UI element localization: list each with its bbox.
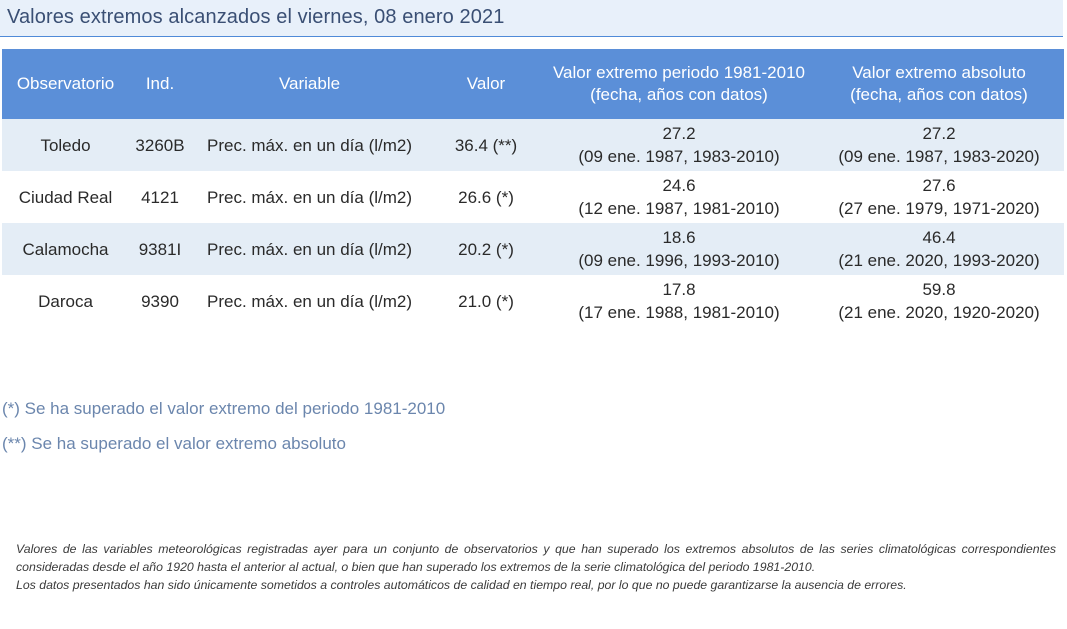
cell-observatorio: Daroca [2,275,129,327]
cell-observatorio: Ciudad Real [2,171,129,223]
cell-periodo-detalle: (17 ene. 1988, 1981-2010) [578,303,780,322]
cell-periodo: 24.6 (12 ene. 1987, 1981-2010) [544,171,814,223]
header-periodo-line1: Valor extremo periodo 1981-2010 [552,63,805,82]
cell-variable: Prec. máx. en un día (l/m2) [191,171,428,223]
title-bar: Valores extremos alcanzados el viernes, … [0,0,1063,37]
header-absoluto-line2: (fecha, años con datos) [850,85,1028,104]
header-ind: Ind. [129,49,191,119]
header-observatorio: Observatorio [2,49,129,119]
footer-disclaimer: Valores de las variables meteorológicas … [16,540,1056,594]
page-title: Valores extremos alcanzados el viernes, … [7,6,505,28]
cell-ind: 3260B [129,119,191,171]
cell-ind: 9381I [129,223,191,275]
cell-periodo-valor: 24.6 [662,176,696,195]
table-row: Toledo 3260B Prec. máx. en un día (l/m2)… [2,119,1064,171]
cell-variable: Prec. máx. en un día (l/m2) [191,223,428,275]
header-valor: Valor [428,49,544,119]
cell-periodo-detalle: (12 ene. 1987, 1981-2010) [578,199,780,218]
note-double-asterisk: (**) Se ha superado el valor extremo abs… [2,434,346,453]
cell-absoluto-valor: 27.6 [922,176,956,195]
cell-variable: Prec. máx. en un día (l/m2) [191,119,428,171]
table-row: Daroca 9390 Prec. máx. en un día (l/m2) … [2,275,1064,327]
cell-periodo-valor: 27.2 [662,124,696,143]
cell-absoluto-valor: 59.8 [922,280,956,299]
cell-absoluto: 46.4 (21 ene. 2020, 1993-2020) [814,223,1064,275]
cell-absoluto: 59.8 (21 ene. 2020, 1920-2020) [814,275,1064,327]
cell-periodo: 18.6 (09 ene. 1996, 1993-2010) [544,223,814,275]
cell-absoluto-valor: 27.2 [922,124,956,143]
cell-periodo-valor: 17.8 [662,280,696,299]
cell-periodo: 27.2 (09 ene. 1987, 1983-2010) [544,119,814,171]
cell-absoluto: 27.6 (27 ene. 1979, 1971-2020) [814,171,1064,223]
header-periodo: Valor extremo periodo 1981-2010 (fecha, … [544,49,814,119]
cell-observatorio: Toledo [2,119,129,171]
cell-absoluto: 27.2 (09 ene. 1987, 1983-2020) [814,119,1064,171]
cell-valor: 20.2 (*) [428,223,544,275]
cell-periodo: 17.8 (17 ene. 1988, 1981-2010) [544,275,814,327]
cell-absoluto-detalle: (21 ene. 2020, 1993-2020) [838,251,1040,270]
cell-variable: Prec. máx. en un día (l/m2) [191,275,428,327]
cell-absoluto-valor: 46.4 [922,228,956,247]
cell-absoluto-detalle: (09 ene. 1987, 1983-2020) [838,147,1040,166]
header-absoluto-line1: Valor extremo absoluto [852,63,1026,82]
table-header-row: Observatorio Ind. Variable Valor Valor e… [2,49,1064,119]
table-row: Ciudad Real 4121 Prec. máx. en un día (l… [2,171,1064,223]
extremes-table: Observatorio Ind. Variable Valor Valor e… [2,49,1064,327]
cell-periodo-detalle: (09 ene. 1996, 1993-2010) [578,251,780,270]
cell-periodo-valor: 18.6 [662,228,696,247]
footer-paragraph-1: Valores de las variables meteorológicas … [16,542,1056,574]
cell-valor: 36.4 (**) [428,119,544,171]
cell-valor: 21.0 (*) [428,275,544,327]
table-row: Calamocha 9381I Prec. máx. en un día (l/… [2,223,1064,275]
cell-periodo-detalle: (09 ene. 1987, 1983-2010) [578,147,780,166]
cell-observatorio: Calamocha [2,223,129,275]
cell-absoluto-detalle: (21 ene. 2020, 1920-2020) [838,303,1040,322]
header-variable: Variable [191,49,428,119]
header-periodo-line2: (fecha, años con datos) [590,85,768,104]
cell-absoluto-detalle: (27 ene. 1979, 1971-2020) [838,199,1040,218]
cell-ind: 9390 [129,275,191,327]
header-absoluto: Valor extremo absoluto (fecha, años con … [814,49,1064,119]
cell-valor: 26.6 (*) [428,171,544,223]
footer-paragraph-2: Los datos presentados han sido únicament… [16,578,907,592]
note-single-asterisk: (*) Se ha superado el valor extremo del … [2,399,446,418]
cell-ind: 4121 [129,171,191,223]
